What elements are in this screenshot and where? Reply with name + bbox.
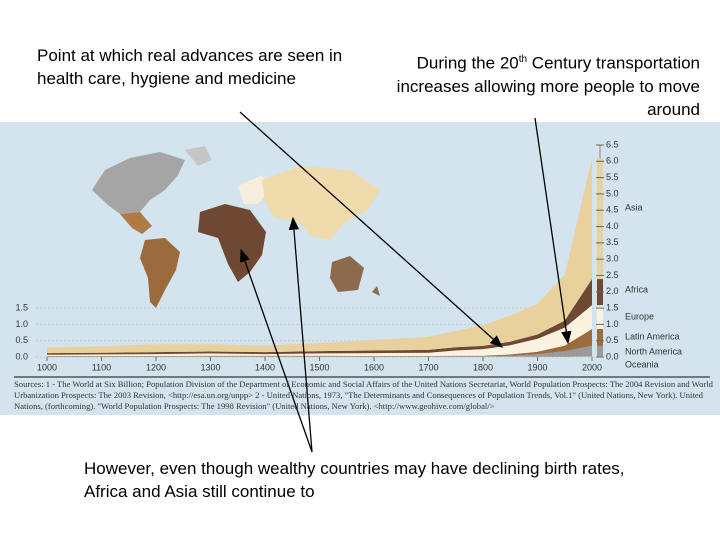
x-tick-label: 1400 (255, 362, 275, 372)
annotation: During the 20th Century transportation i… (370, 48, 700, 121)
legend-label: Europe (625, 311, 654, 321)
area (47, 345, 592, 357)
arrow (288, 216, 313, 453)
arrow (239, 248, 313, 453)
arrow (239, 111, 503, 348)
y2-tick-label: 1.5 (15, 302, 28, 312)
y-tick-label: 1.0 (606, 319, 619, 329)
x-tick-label: 1300 (200, 362, 220, 372)
superscript: th (518, 54, 528, 65)
legend-label: Latin America (625, 331, 680, 341)
y-tick-label: 2.0 (606, 286, 619, 296)
x-tick-label: 1100 (92, 362, 111, 372)
x-tick-label: 2000 (582, 362, 602, 372)
y-tick-label: 4.5 (606, 205, 619, 215)
y2-tick-label: 0.0 (15, 351, 28, 361)
x-tick-label: 1000 (37, 362, 57, 372)
y-tick-label: 0.0 (606, 351, 619, 361)
annotation: However, even though wealthy countries m… (84, 459, 625, 501)
x-tick-label: 1900 (527, 362, 547, 372)
y-tick-label: 6.0 (606, 156, 619, 166)
y-tick-label: 5.5 (606, 172, 619, 182)
legend-swatch (597, 345, 603, 357)
y-tick-label: 2.5 (606, 270, 619, 280)
y-tick-label: 6.5 (606, 139, 619, 149)
sources: Sources: 1 - The World at Six Billion; P… (14, 379, 713, 411)
y-tick-label: 4.0 (606, 221, 619, 231)
annotation-text: Century transportation increases allowin… (396, 53, 700, 119)
x-tick-label: 1200 (146, 362, 166, 372)
legend-label: Oceania (625, 359, 659, 369)
annotation: Point at which real advances are seen in… (37, 46, 343, 88)
legend-swatch (597, 328, 603, 346)
legend-label: Asia (625, 202, 643, 212)
y-tick-label: 0.5 (606, 335, 619, 345)
y-tick-label: 3.0 (606, 254, 619, 264)
area (47, 356, 592, 357)
x-tick-label: 1700 (418, 362, 438, 372)
y2-tick-label: 1.0 (15, 319, 28, 329)
arrow (534, 117, 572, 345)
legend-label: Africa (625, 284, 648, 294)
annotation-text: During the 20 (416, 53, 519, 73)
x-tick-label: 1600 (364, 362, 384, 372)
x-tick-label: 1500 (309, 362, 329, 372)
area (47, 158, 592, 354)
y-tick-label: 1.5 (606, 302, 619, 312)
y2-tick-label: 0.5 (15, 335, 28, 345)
y-tick-label: 5.0 (606, 188, 619, 198)
world-map (92, 146, 380, 308)
legend-label: North America (625, 346, 682, 356)
area (47, 305, 592, 357)
legend-swatch (597, 305, 603, 329)
area (47, 328, 592, 357)
x-tick-label: 1800 (473, 362, 493, 372)
y-tick-label: 3.5 (606, 237, 619, 247)
legend-swatch (597, 158, 603, 280)
